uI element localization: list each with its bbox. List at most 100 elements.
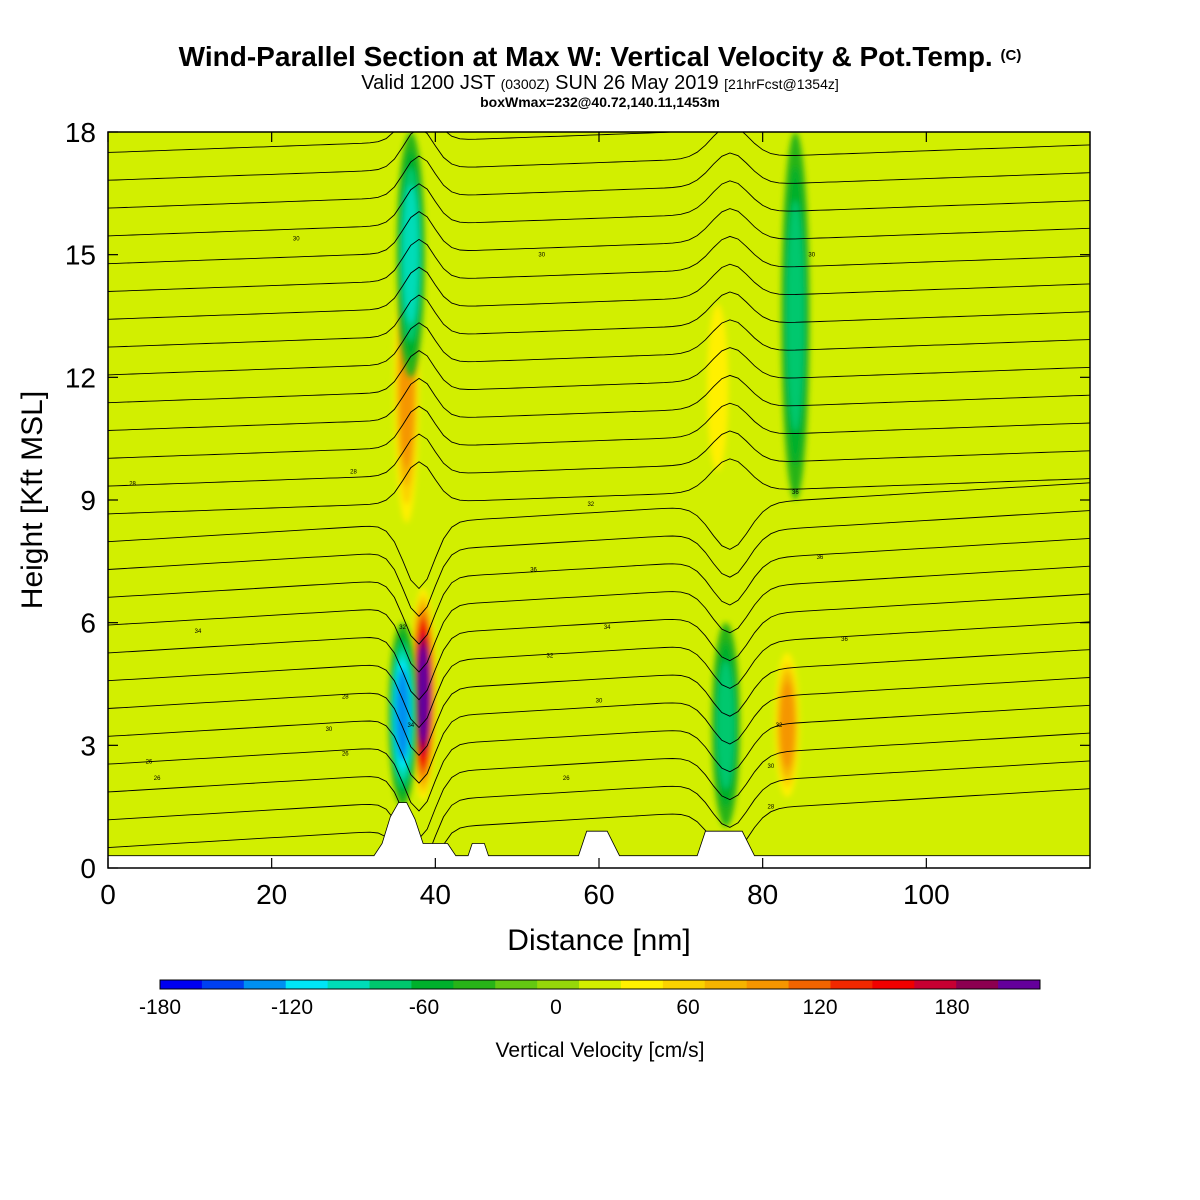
- x-axis: 0 20 40 60 80 100: [100, 132, 950, 910]
- isentrope-line: [108, 788, 1090, 868]
- colorbar-tick-label: 0: [550, 996, 562, 1019]
- isentrope-line: [108, 152, 1090, 209]
- colorbar-swatch: [537, 980, 580, 989]
- isentrope-label: 32: [776, 723, 783, 729]
- colorbar-swatch: [872, 980, 915, 989]
- isentrope-label: 30: [808, 253, 815, 259]
- x-tick-label: 40: [420, 879, 451, 910]
- y-tick-label: 3: [80, 730, 96, 761]
- isentrope-label: 30: [326, 727, 333, 733]
- box-wmax: boxWmax=232@40.72,140.11,1453m: [480, 94, 720, 110]
- isentrope-line: [108, 208, 1090, 265]
- isentrope-line: [108, 677, 1090, 784]
- isentrope-line: [108, 482, 1090, 590]
- isentrope-label: 34: [407, 723, 414, 729]
- colorbar-tick-label: 180: [934, 996, 969, 1019]
- isentrope-line: [108, 132, 1090, 181]
- isentrope-label: 30: [596, 698, 603, 704]
- isentrope-line: [108, 565, 1090, 673]
- isentrope-label: 26: [342, 752, 349, 758]
- colorbar-swatch: [160, 980, 203, 989]
- x-tick-label: 0: [100, 879, 116, 910]
- colorbar-title: Vertical Velocity [cm/s]: [496, 1039, 705, 1062]
- isentrope-line: [108, 263, 1090, 320]
- colorbar-swatch: [453, 980, 496, 989]
- y-tick-label: 9: [80, 485, 96, 516]
- isentrope-label: 30: [768, 764, 775, 770]
- isentrope-label: 28: [768, 805, 775, 811]
- colorbar-swatch: [662, 980, 706, 989]
- colorbar-tick-label: 60: [676, 996, 699, 1019]
- isentrope-line: [108, 704, 1090, 812]
- isentrope-label: 32: [587, 502, 594, 508]
- isentrope-label: 32: [399, 625, 406, 631]
- velocity-band: [779, 681, 795, 769]
- velocity-band: [716, 660, 735, 790]
- colorbar-swatch: [579, 980, 622, 989]
- plot-area: 26 26 26 30 28 34 28 28 30 30 30 32 36 34 32 30 34 32 36 36…: [108, 132, 1090, 868]
- colorbar-swatch: [411, 980, 454, 989]
- x-axis-title: Distance [nm]: [507, 924, 690, 957]
- isentrope-label: 32: [547, 653, 554, 659]
- colorbar-swatch: [495, 980, 538, 989]
- copyright-mark: (C): [1000, 47, 1022, 64]
- isentrope-label: 28: [342, 694, 349, 700]
- x-tick-label: 80: [747, 879, 778, 910]
- valid-time: Valid 1200 JST (0300Z) SUN 26 May 2019 […: [361, 72, 839, 94]
- colorbar-tick-label: -120: [271, 996, 313, 1019]
- updraft-2: [703, 275, 732, 500]
- velocity-band: [707, 304, 729, 471]
- isentrope-line: [108, 510, 1090, 617]
- downdraft-3: [781, 132, 810, 500]
- velocity-band: [539, 724, 568, 828]
- colorbar-swatch: [914, 980, 957, 989]
- y-tick-label: 6: [80, 608, 96, 639]
- colorbar-tick-label: 120: [802, 996, 837, 1019]
- isentrope-label: 34: [604, 625, 611, 631]
- colorbar-tick-label: -60: [409, 996, 439, 1019]
- isentrope-line: [108, 347, 1090, 404]
- isentrope-line: [108, 402, 1090, 459]
- colorbar-swatch: [243, 980, 287, 989]
- colorbar-swatch: [620, 980, 664, 989]
- x-tick-label: 100: [903, 879, 950, 910]
- velocity-band: [478, 643, 507, 746]
- vertical-velocity-fill: [388, 132, 810, 828]
- y-tick-label: 18: [65, 117, 96, 148]
- isentrope-line: [108, 649, 1090, 756]
- chart-title: Wind-Parallel Section at Max W: Vertical…: [178, 41, 1022, 72]
- isentrope-line: [108, 319, 1090, 376]
- colorbar-tick-label: -180: [139, 996, 181, 1019]
- isentrope-label: 30: [538, 253, 545, 259]
- y-axis-title: Height [Kft MSL]: [16, 391, 49, 609]
- terrain-mask: [108, 802, 1090, 868]
- isentrope-label: 36: [817, 555, 824, 561]
- colorbar-swatch: [327, 980, 371, 989]
- velocity-band: [786, 200, 805, 432]
- title-block: Wind-Parallel Section at Max W: Vertical…: [0, 40, 1200, 110]
- downdraft-1: [396, 132, 425, 378]
- isentrope-line: [108, 621, 1090, 729]
- x-tick-label: 60: [583, 879, 614, 910]
- colorbar: -180 -120 -60 0 60 120 180: [139, 979, 1041, 1019]
- isentrope-line: [108, 180, 1090, 237]
- isentrope-line: [108, 235, 1090, 292]
- colorbar-swatch: [369, 980, 412, 989]
- isentrope-line: [108, 760, 1090, 868]
- colorbar-swatch: [704, 980, 748, 989]
- isentrope-label: 26: [146, 760, 153, 766]
- isentrope-line: [108, 291, 1090, 348]
- isentrope-label: 34: [195, 629, 202, 635]
- isentrope-line: [108, 458, 1090, 515]
- potential-temperature-contours: 26 26 26 30 28 34 28 28 30 30 30 32 36 34 32 30 34 32 36 36…: [108, 132, 1090, 868]
- isentrope-label: 36: [530, 568, 537, 574]
- isentrope-line: [108, 430, 1090, 487]
- isentrope-line: [108, 374, 1090, 431]
- isentrope-label: 36: [792, 490, 799, 496]
- velocity-band: [402, 185, 419, 325]
- colorbar-swatch: [201, 980, 245, 989]
- colorbar-frame: [159, 979, 1041, 990]
- y-tick-label: 0: [80, 853, 96, 884]
- colorbar-swatch: [285, 980, 329, 989]
